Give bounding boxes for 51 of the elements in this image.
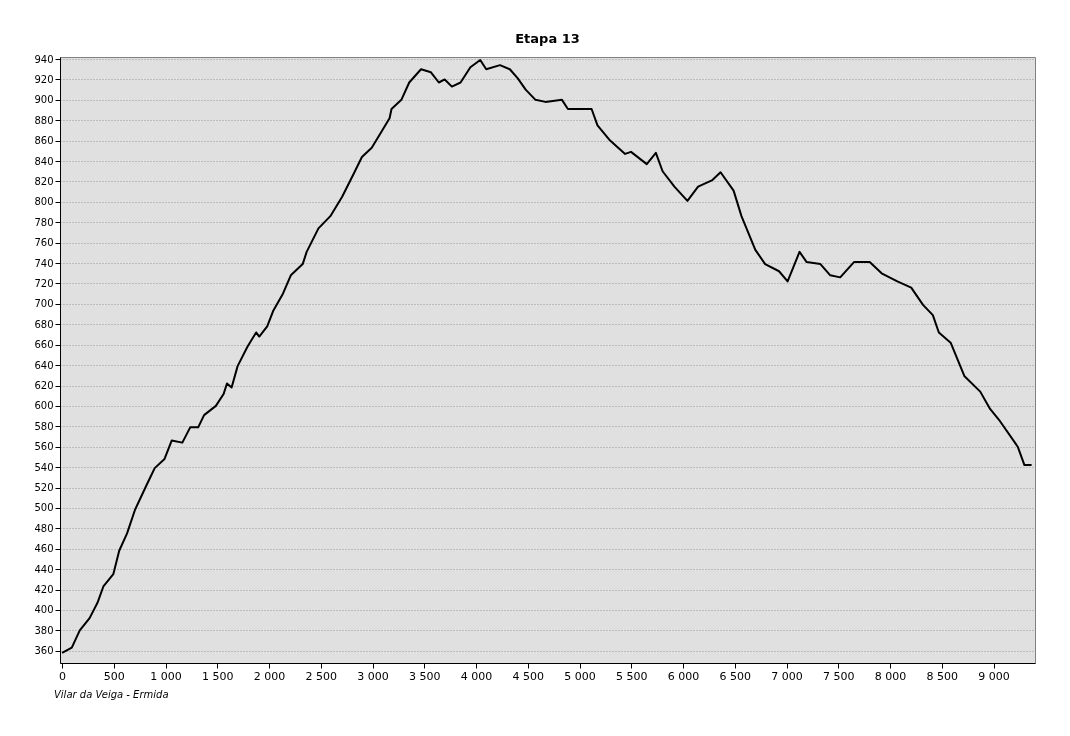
x-tick-label: 500 [103,669,125,683]
y-tick-label: 760 [34,237,54,249]
y-tick-label: 480 [34,522,54,534]
y-tick-label: 520 [34,482,54,494]
y-tick-label: 380 [34,624,54,636]
x-tick-label: 2 500 [305,669,338,683]
y-tick-label: 820 [34,175,54,187]
text: Vilar da Veiga - Ermida [54,689,169,700]
y-tick-label: 780 [34,216,54,228]
y-tick-label: 680 [34,318,54,330]
y-tick-label: 420 [34,584,54,596]
y-tick-label: 720 [34,277,54,289]
y-tick-label: 640 [34,359,54,371]
y-tick-label: 740 [34,257,54,269]
x-tick-label: 5 000 [564,669,596,683]
chart-title: Etapa 13 [515,31,580,47]
x-tick-label: 4 000 [460,669,493,683]
y-tick-label: 460 [34,543,54,555]
y-tick-label: 540 [34,461,54,473]
x-tick-label: 6 000 [667,669,700,683]
y-tick-label: 700 [34,298,54,310]
y-tick-label: 560 [34,441,54,453]
x-tick-label: 0 [59,669,67,683]
y-tick-label: 840 [34,155,54,167]
y-tick-label: 440 [34,563,54,575]
y-tick-label: 940 [34,53,54,65]
x-tick-label: 1 000 [150,669,182,683]
y-tick-label: 660 [34,339,54,351]
y-tick-label: 500 [34,502,54,514]
x-tick-label: 9 000 [978,669,1010,683]
x-tick-label: 8 500 [926,669,959,683]
y-tick-label: 860 [34,135,54,147]
y-tick-label: 920 [34,73,54,85]
x-tick-label: 3 000 [357,669,389,683]
y-tick-label: 360 [34,645,54,657]
x-tick-label: 8 000 [874,669,907,683]
y-tick-label: 600 [34,400,54,412]
y-tick-label: 880 [34,114,54,126]
y-tick-label: 800 [34,196,54,208]
y-tick-label: 620 [34,380,54,392]
y-tick-label: 580 [34,420,54,432]
y-tick-label: 900 [34,94,54,106]
x-tick-label: 1 500 [202,669,234,683]
x-tick-label: 2 000 [253,669,286,683]
x-tick-label: 6 500 [719,669,752,683]
x-tick-label: 4 500 [512,669,545,683]
y-tick-label: 400 [34,604,54,616]
x-tick-label: 7 000 [771,669,803,683]
x-tick-label: 5 500 [616,669,648,683]
x-tick-label: 3 500 [409,669,441,683]
x-tick-label: 7 500 [823,669,855,683]
